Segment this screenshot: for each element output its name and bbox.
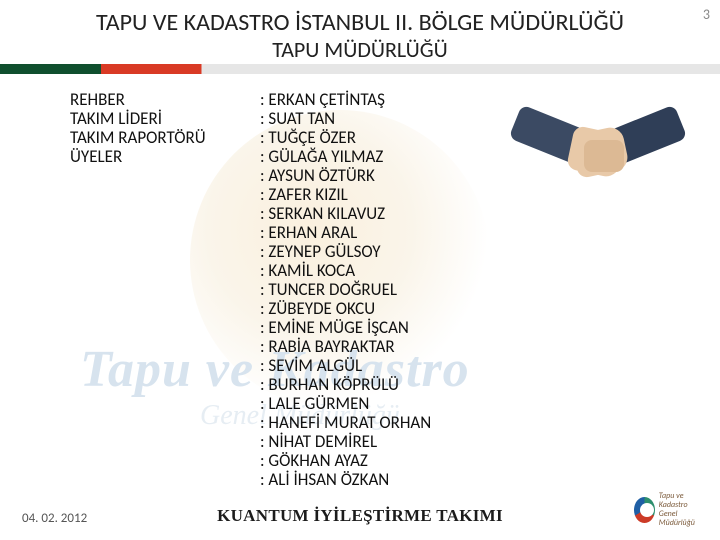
label-takim-raportoru: TAKIM RAPORTÖRÜ xyxy=(70,128,206,147)
label-takim-lideri: TAKIM LİDERİ xyxy=(70,109,206,128)
member-item: : BURHAN KÖPRÜLÜ xyxy=(260,375,431,394)
member-item: : ZEYNEP GÜLSOY xyxy=(260,242,431,261)
member-item: : KAMİL KOCA xyxy=(260,261,431,280)
member-item: : GÜLAĞA YILMAZ xyxy=(260,147,431,166)
value-takim-raportoru: : TUĞÇE ÖZER xyxy=(260,128,431,147)
member-item: : RABİA BAYRAKTAR xyxy=(260,337,431,356)
member-item: : ZÜBEYDE OKCU xyxy=(260,299,431,318)
member-item: : SEVİM ALGÜL xyxy=(260,356,431,375)
logo-text-line1: Tapu ve Kadastro xyxy=(659,492,704,510)
footer: 04. 02. 2012 KUANTUM İYİLEŞTİRME TAKIMI … xyxy=(0,500,720,526)
member-item: : HANEFİ MURAT ORHAN xyxy=(260,413,431,432)
member-item: : ALİ İHSAN ÖZKAN xyxy=(260,470,431,489)
member-item: : SERKAN KILAVUZ xyxy=(260,204,431,223)
member-item: : ERHAN ARAL xyxy=(260,223,431,242)
handshake-icon xyxy=(518,90,678,210)
member-item: : TUNCER DOĞRUEL xyxy=(260,280,431,299)
label-rehber: REHBER xyxy=(70,90,206,109)
label-uyeler: ÜYELER xyxy=(70,147,206,166)
footer-logo: Tapu ve Kadastro Genel Müdürlüğü xyxy=(634,490,704,530)
role-labels: REHBER TAKIM LİDERİ TAKIM RAPORTÖRÜ ÜYEL… xyxy=(70,90,206,166)
member-item: : GÖKHAN AYAZ xyxy=(260,451,431,470)
page-title: TAPU VE KADASTRO İSTANBUL II. BÖLGE MÜDÜ… xyxy=(0,8,720,37)
role-values: : ERKAN ÇETİNTAŞ : SUAT TAN : TUĞÇE ÖZER… xyxy=(260,90,431,489)
hand-grip xyxy=(584,140,624,172)
footer-title: KUANTUM İYİLEŞTİRME TAKIMI xyxy=(0,506,720,526)
title-divider xyxy=(0,64,720,74)
value-takim-lideri: : SUAT TAN xyxy=(260,109,431,128)
logo-text: Tapu ve Kadastro Genel Müdürlüğü xyxy=(659,492,704,528)
logo-text-line2: Genel Müdürlüğü xyxy=(659,510,704,528)
member-item: : AYSUN ÖZTÜRK xyxy=(260,166,431,185)
member-item: : NİHAT DEMİREL xyxy=(260,432,431,451)
page-subtitle: TAPU MÜDÜRLÜĞÜ xyxy=(0,36,720,63)
member-item: : LALE GÜRMEN xyxy=(260,394,431,413)
value-rehber: : ERKAN ÇETİNTAŞ xyxy=(260,90,431,109)
member-item: : EMİNE MÜGE İŞCAN xyxy=(260,318,431,337)
logo-icon xyxy=(634,497,655,523)
slide: Tapu ve Kadastro Genel Müdürlüğü 3 TAPU … xyxy=(0,0,720,540)
member-item: : ZAFER KIZIL xyxy=(260,185,431,204)
member-list: : GÜLAĞA YILMAZ: AYSUN ÖZTÜRK: ZAFER KIZ… xyxy=(260,147,431,489)
